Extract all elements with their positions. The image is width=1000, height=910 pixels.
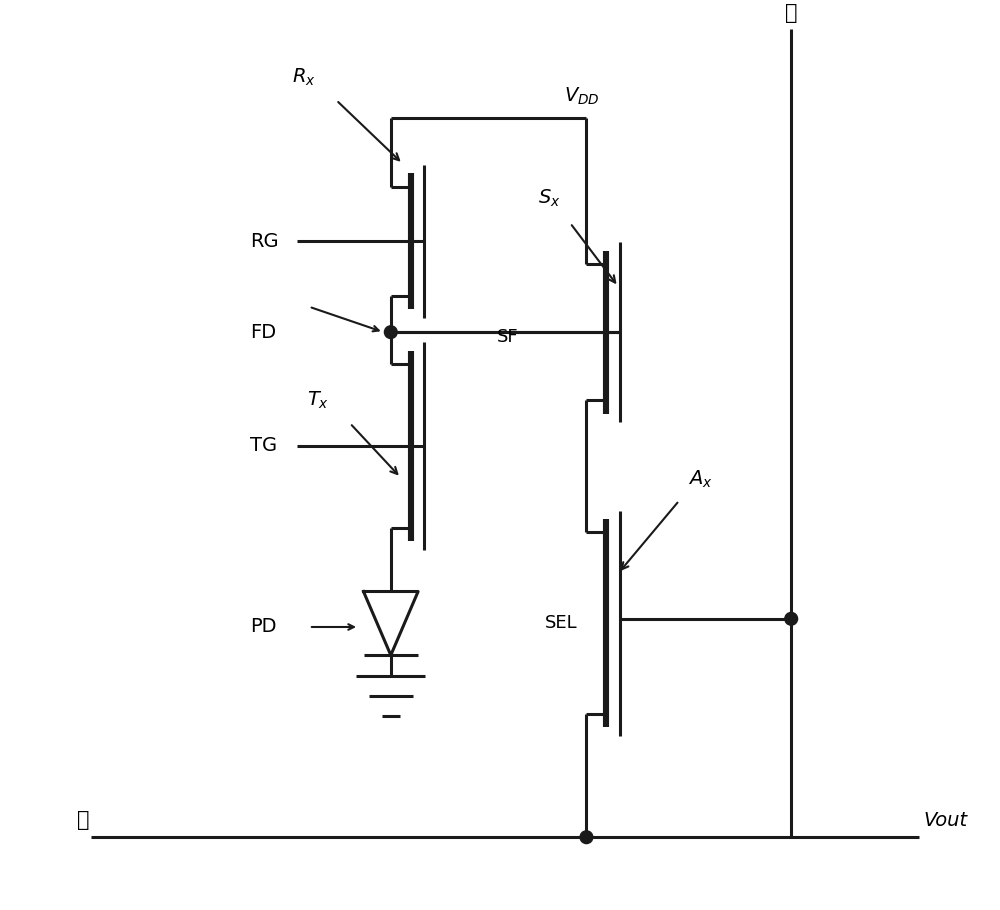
Text: FD: FD <box>250 323 276 341</box>
Text: SF: SF <box>497 328 518 346</box>
Text: PD: PD <box>250 618 276 636</box>
Circle shape <box>580 831 593 844</box>
Text: Vout: Vout <box>923 811 967 830</box>
Text: $V_{DD}$: $V_{DD}$ <box>564 86 600 107</box>
Text: TG: TG <box>250 437 277 455</box>
Text: $A_x$: $A_x$ <box>688 469 712 490</box>
Circle shape <box>384 326 397 339</box>
Text: 列: 列 <box>77 810 89 830</box>
Text: 行: 行 <box>785 3 797 23</box>
Text: SEL: SEL <box>545 614 577 632</box>
Text: $T_x$: $T_x$ <box>307 390 329 411</box>
Text: $S_x$: $S_x$ <box>538 188 560 209</box>
Circle shape <box>785 612 798 625</box>
Text: $R_x$: $R_x$ <box>292 67 316 88</box>
Text: RG: RG <box>250 232 278 250</box>
